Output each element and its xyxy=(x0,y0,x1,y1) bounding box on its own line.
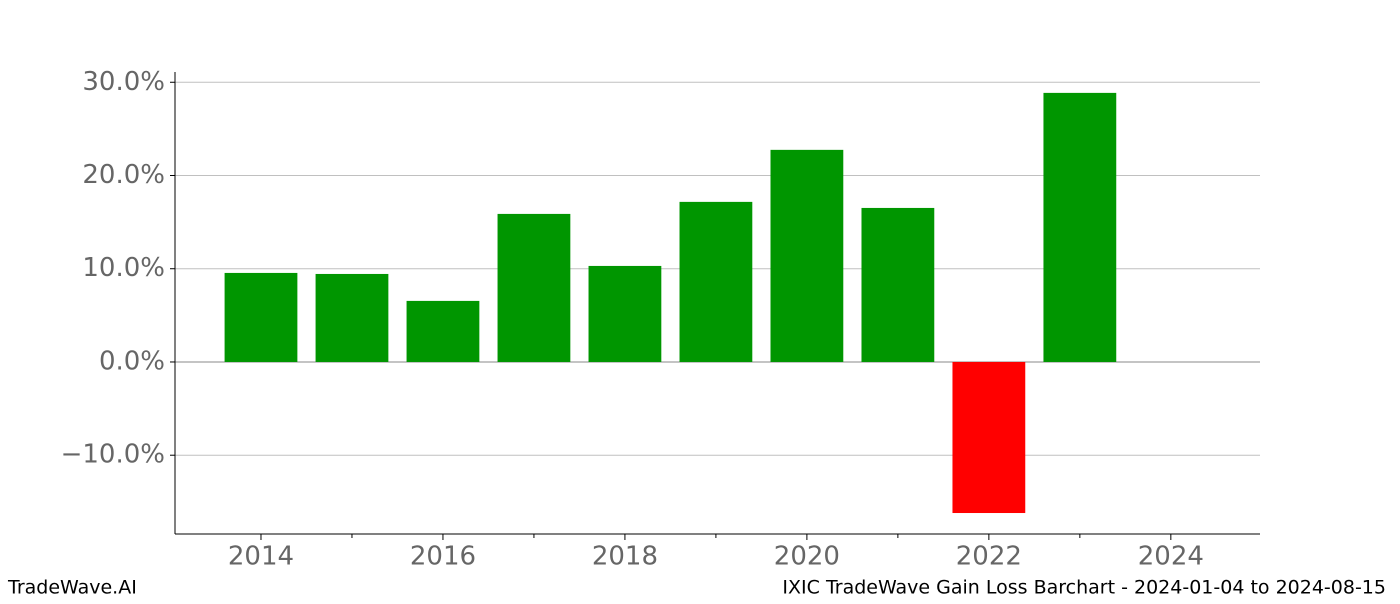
y-tick-label: 0.0% xyxy=(99,346,165,376)
x-tick-label: 2022 xyxy=(956,542,1022,572)
x-tick-label: 2020 xyxy=(774,542,840,572)
x-tick-label: 2018 xyxy=(592,542,658,572)
bar xyxy=(224,272,298,362)
brand: TradeWave.AI xyxy=(7,577,137,599)
y-tick-label: 20.0% xyxy=(82,160,165,190)
bar xyxy=(770,149,844,362)
bar xyxy=(406,300,480,362)
y-tick-label: 30.0% xyxy=(82,67,165,97)
bar xyxy=(315,273,389,362)
x-tick-label: 2014 xyxy=(228,542,294,572)
bar xyxy=(1043,92,1117,362)
bar xyxy=(679,201,753,362)
bar xyxy=(861,207,935,362)
y-tick-label: −10.0% xyxy=(61,440,165,470)
bar xyxy=(588,265,662,362)
y-tick-label: 10.0% xyxy=(82,253,165,283)
chart-title: IXIC TradeWave Gain Loss Barchart - 2024… xyxy=(782,577,1386,599)
bar xyxy=(497,213,571,362)
x-tick-label: 2016 xyxy=(410,542,476,572)
bar xyxy=(952,361,1026,514)
x-tick-label: 2024 xyxy=(1138,542,1204,572)
